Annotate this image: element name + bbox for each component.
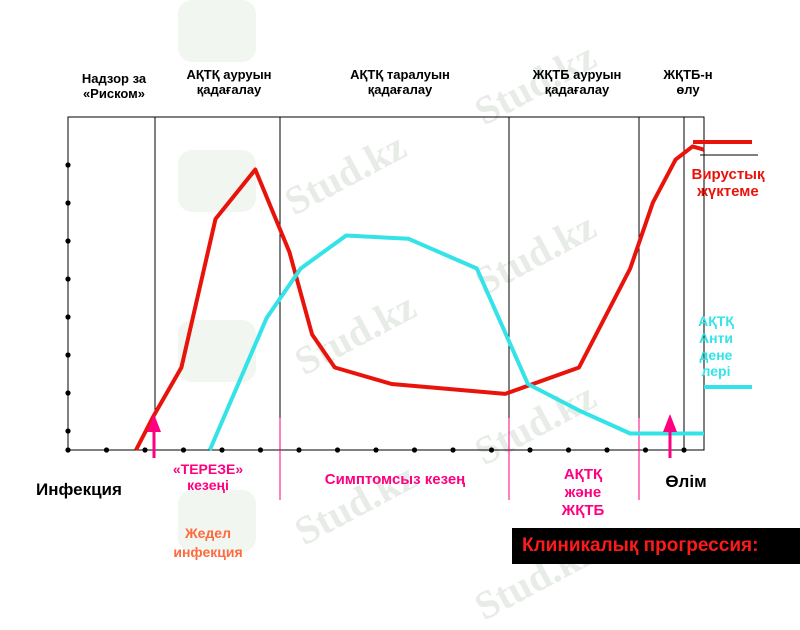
watermark-logo — [178, 150, 256, 212]
watermark-logo — [178, 490, 256, 552]
asymptomatic-period-label: Симптомсыз кезең — [324, 471, 466, 488]
x-axis-dot — [180, 447, 187, 453]
x-axis-dot — [257, 447, 264, 453]
infection-label: Инфекция — [36, 480, 122, 499]
x-axis-dot — [373, 447, 379, 453]
axis-dots — [65, 162, 687, 453]
x-axis-dot — [142, 447, 148, 453]
series-lines — [134, 144, 705, 451]
watermark-logo — [178, 0, 256, 62]
x-axis-dot — [334, 447, 341, 453]
plot-frame — [67, 116, 705, 451]
y-axis-dot — [65, 390, 71, 396]
y-axis-dot — [65, 428, 71, 434]
x-axis-dot — [411, 447, 418, 453]
marker-arrow-head — [663, 414, 677, 432]
marker-arrow-head — [147, 414, 161, 432]
hiv-progression-chart — [65, 116, 758, 500]
clinical-progression-banner: Клиникалық прогрессия: — [512, 528, 800, 564]
hiv-and-aids-label: АҚТҚ және ЖҚТБ — [561, 466, 605, 519]
y-axis-dot — [65, 200, 71, 206]
antibodies-label: АҚТҚ Анти дене лері — [698, 313, 734, 380]
y-axis-dot — [65, 162, 71, 168]
viral-load-label: Вирустық жүктеме — [691, 166, 765, 201]
window-period-label: «ТЕРЕЗЕ» кезеңі — [172, 461, 244, 494]
phase-label-risk-surveillance: Надзор за «Риском» — [81, 71, 147, 101]
y-axis-dot — [65, 276, 71, 282]
phase-label-hiv-disease-monitoring: АҚТҚ ауруын қадағалау — [186, 67, 272, 97]
x-axis-dot — [527, 447, 533, 453]
phase-label-aids-death: ЖҚТБ-н өлу — [663, 67, 713, 97]
acute-infection-label: Жедел инфекция — [173, 525, 243, 560]
phase-dividers — [154, 117, 685, 500]
phase-label-hiv-spread-monitoring: АҚТҚ таралуын қадағалау — [350, 67, 450, 97]
death-label: Өлім — [665, 472, 707, 491]
x-axis-dot — [681, 447, 687, 453]
x-axis-dot — [219, 447, 225, 453]
y-axis-dot — [65, 238, 71, 244]
x-axis-dot — [604, 447, 610, 453]
x-axis-dot — [642, 447, 649, 453]
viral-load-line — [134, 144, 705, 451]
antibodies-line — [207, 233, 704, 451]
arrows — [147, 414, 677, 458]
x-axis-dot — [565, 447, 572, 453]
y-axis-dot — [65, 352, 71, 358]
phase-label-aids-disease-monitoring: ЖҚТБ ауруын қадағалау — [532, 67, 622, 97]
x-axis-dot — [488, 447, 495, 453]
y-axis-dot — [65, 314, 71, 320]
x-axis-dot — [103, 447, 110, 453]
x-axis-dot — [296, 447, 302, 453]
x-axis-dot — [450, 447, 456, 453]
x-axis-dot — [65, 447, 71, 453]
